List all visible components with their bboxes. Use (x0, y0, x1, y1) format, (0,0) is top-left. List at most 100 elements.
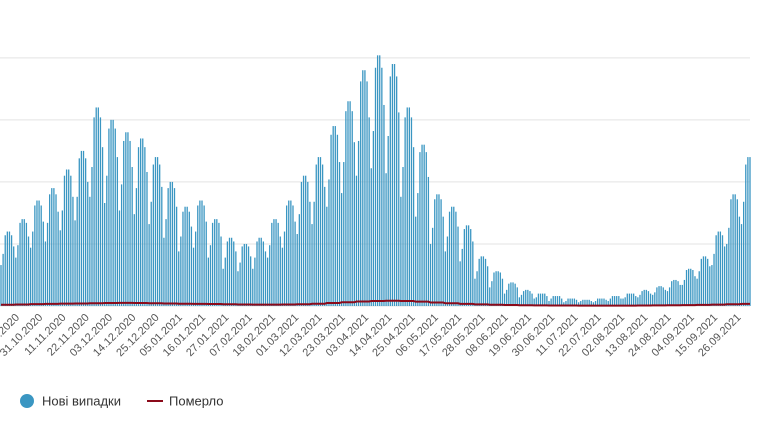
bar (417, 193, 419, 306)
bar (78, 158, 80, 306)
bar (93, 117, 95, 306)
bar (364, 70, 366, 307)
bar (131, 167, 133, 306)
bar (480, 256, 482, 306)
bar (747, 157, 749, 306)
bar (558, 296, 561, 306)
bar (677, 281, 679, 306)
bar (334, 126, 336, 307)
bar (343, 162, 345, 306)
bar (707, 258, 709, 306)
bar (283, 231, 286, 306)
bar (8, 231, 11, 306)
bar (618, 296, 620, 306)
bar (317, 157, 320, 306)
bar (313, 201, 315, 306)
bar (269, 245, 271, 306)
bar (563, 302, 565, 306)
bar (228, 237, 231, 306)
bar (173, 188, 176, 306)
bar (205, 221, 207, 306)
bar (116, 157, 119, 306)
bar (222, 268, 224, 306)
bar (709, 266, 711, 306)
bar (611, 296, 614, 306)
bar (427, 176, 430, 306)
bar (400, 196, 402, 306)
bar (211, 222, 214, 306)
bar (561, 298, 563, 306)
bar (662, 287, 664, 306)
bar (673, 279, 675, 306)
bar (715, 235, 717, 306)
bar (260, 237, 262, 306)
bar (376, 55, 379, 306)
bar (510, 282, 512, 306)
bar (332, 126, 334, 307)
bar (637, 297, 639, 306)
bar (465, 225, 468, 306)
bar (186, 206, 188, 306)
bar (264, 251, 267, 306)
bar (622, 298, 624, 306)
bar (647, 291, 650, 306)
bar (451, 206, 453, 306)
bar (476, 271, 478, 306)
bar (355, 175, 358, 306)
bar (734, 194, 736, 306)
bar (723, 246, 726, 306)
bar (207, 257, 210, 306)
bar (440, 199, 442, 306)
bar (406, 107, 408, 306)
bar (539, 293, 542, 306)
bar (15, 257, 17, 306)
bar (679, 284, 681, 306)
bar (120, 184, 123, 306)
bar (721, 235, 724, 306)
bar (53, 188, 55, 306)
bar (214, 219, 216, 306)
legend-marker (20, 394, 34, 408)
bar (472, 241, 474, 306)
bar (569, 298, 571, 306)
bar (482, 256, 485, 306)
bar (118, 210, 121, 306)
bar (531, 293, 533, 306)
bar (719, 231, 722, 306)
bar (156, 157, 159, 306)
bar (652, 294, 654, 306)
bar (541, 293, 544, 306)
bar (520, 294, 523, 306)
bar (649, 293, 652, 306)
bar (190, 226, 193, 306)
bar (146, 171, 148, 306)
bar (273, 219, 275, 306)
bar (453, 206, 455, 306)
bar (393, 64, 396, 306)
bar (239, 262, 241, 306)
bar (305, 175, 307, 306)
bar (171, 181, 174, 306)
bar (294, 221, 296, 306)
bar (59, 230, 61, 306)
bar (182, 211, 184, 306)
bar (421, 144, 423, 306)
bar (381, 67, 383, 306)
bar (565, 301, 567, 306)
bar (46, 222, 49, 306)
bar (726, 243, 728, 306)
bar (434, 199, 436, 306)
bar (379, 55, 381, 306)
bar (616, 296, 618, 306)
bar (372, 131, 375, 306)
bar (25, 222, 28, 306)
bar (243, 243, 245, 306)
bar (262, 241, 265, 306)
bar (387, 135, 389, 306)
bar (408, 107, 411, 306)
bar (592, 302, 595, 306)
bar (21, 219, 23, 306)
bar (114, 128, 116, 306)
bar (137, 147, 140, 306)
bar (419, 152, 421, 306)
